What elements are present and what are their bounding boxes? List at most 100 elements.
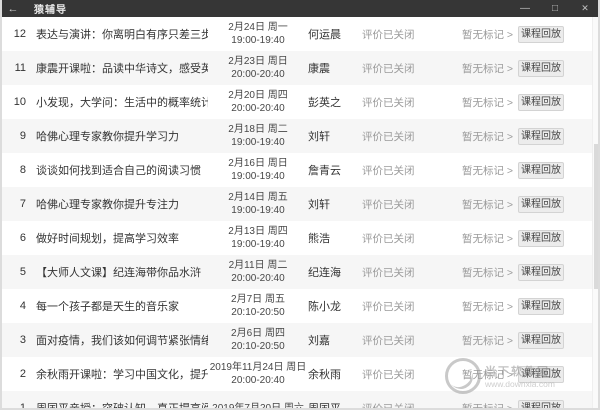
course-title: 做好时间规划，提高学习效率 (36, 233, 179, 245)
back-icon[interactable]: ← (7, 2, 19, 15)
evaluation-status: 评价已关闭 (362, 401, 462, 409)
course-row: 7 哈佛心理专家教你提升专注力 2月14日 周五 19:00-19:40 刘轩 … (2, 187, 594, 221)
course-date: 2月6日 周四 (231, 328, 285, 339)
evaluation-status: 评价已关闭 (362, 130, 415, 143)
scrollbar[interactable] (592, 17, 598, 408)
course-title: 谈谈如何找到适合自己的阅读习惯 (36, 165, 201, 177)
course-number: 2 (19, 368, 26, 380)
course-row: 8 谈谈如何找到适合自己的阅读习惯 2月16日 周日 19:00-19:40 詹… (2, 153, 594, 187)
evaluation-status: 评价已关闭 (362, 96, 415, 109)
course-date: 2月11日 周二 (228, 260, 288, 271)
mark-link[interactable]: 暂无标记 > (462, 334, 514, 347)
course-number: 6 (19, 232, 26, 244)
course-row: 11 康震开课啦：品读中华诗文，感受英雄力量 2月23日 周日 20:00-20… (2, 51, 594, 85)
course-date: 2月13日 周四 (228, 226, 288, 237)
course-date: 2月23日 周日 (228, 56, 288, 67)
course-time: 20:00-20:40 (231, 273, 285, 284)
course-datetime: 2019年7月20日 周六 (208, 402, 308, 409)
teacher-name: 熊浩 (308, 233, 330, 245)
evaluation-status: 评价已关闭 (362, 232, 415, 245)
course-datetime: 2月20日 周四 20:00-20:40 (208, 89, 308, 115)
teacher-name: 康震 (308, 63, 330, 75)
course-datetime: 2月6日 周四 20:10-20:50 (208, 327, 308, 353)
evaluation-status: 评价已关闭 (362, 198, 415, 211)
course-number: 10 (13, 96, 26, 108)
course-title: 哈佛心理专家教你提升专注力 (36, 199, 179, 211)
replay-button[interactable]: 课程回放 (518, 365, 564, 383)
course-time: 19:00-19:40 (231, 239, 285, 250)
evaluation-status: 评价已关闭 (362, 62, 415, 75)
replay-button[interactable]: 课程回放 (518, 127, 564, 145)
teacher-name: 刘轩 (308, 199, 330, 211)
course-number: 7 (19, 198, 26, 210)
course-row: 2 余秋雨开课啦：学习中国文化，提升文学素养 2019年11月24日 周日 20… (2, 357, 594, 391)
teacher-name: 彭英之 (308, 97, 341, 109)
course-title: 小发现，大学问：生活中的概率统计思维 (36, 97, 208, 109)
course-time: 19:00-19:40 (231, 171, 285, 182)
replay-button[interactable]: 课程回放 (518, 331, 564, 349)
teacher-name: 纪连海 (308, 267, 341, 279)
minimize-icon[interactable]: — (520, 3, 530, 14)
teacher-name: 詹青云 (308, 165, 341, 177)
teacher-name: 刘嘉 (308, 335, 330, 347)
mark-link[interactable]: 暂无标记 > (462, 266, 514, 279)
course-title: 哈佛心理专家教你提升学习力 (36, 131, 179, 143)
course-row: 4 每一个孩子都是天生的音乐家 2月7日 周五 20:10-20:50 陈小龙 … (2, 289, 594, 323)
course-datetime: 2019年11月24日 周日 20:00-20:40 (208, 361, 308, 387)
course-date: 2019年7月20日 周六 (212, 402, 304, 409)
course-datetime: 2月14日 周五 19:00-19:40 (208, 191, 308, 217)
course-title: 康震开课啦：品读中华诗文，感受英雄力量 (36, 63, 208, 75)
course-row: 12 表达与演讲：你离明白有序只差三步 2月24日 周一 19:00-19:40… (2, 17, 594, 51)
course-title: 每一个孩子都是天生的音乐家 (36, 301, 179, 313)
close-icon[interactable]: ✕ (581, 3, 589, 13)
course-row: 6 做好时间规划，提高学习效率 2月13日 周四 19:00-19:40 熊浩 … (2, 221, 594, 255)
replay-button[interactable]: 课程回放 (518, 399, 564, 408)
replay-button[interactable]: 课程回放 (518, 297, 564, 315)
mark-link[interactable]: 暂无标记 > (462, 368, 514, 381)
course-title: 表达与演讲：你离明白有序只差三步 (36, 29, 208, 41)
mark-link[interactable]: 暂无标记 > (462, 96, 514, 109)
teacher-name: 余秋雨 (308, 369, 341, 381)
evaluation-status: 评价已关闭 (362, 266, 415, 279)
course-list: 12 表达与演讲：你离明白有序只差三步 2月24日 周一 19:00-19:40… (2, 17, 598, 408)
mark-link[interactable]: 暂无标记 > (462, 300, 514, 313)
replay-button[interactable]: 课程回放 (518, 25, 564, 43)
mark-link[interactable]: 暂无标记 > (462, 28, 514, 41)
evaluation-status: 评价已关闭 (362, 164, 415, 177)
maximize-icon[interactable]: □ (551, 3, 559, 14)
mark-link[interactable]: 暂无标记 > (462, 130, 514, 143)
course-datetime: 2月7日 周五 20:10-20:50 (208, 293, 308, 319)
teacher-name: 刘轩 (308, 131, 330, 143)
course-row: 5 【大师人文课】纪连海带你品水浒 2月11日 周二 20:00-20:40 纪… (2, 255, 594, 289)
course-date: 2月14日 周五 (228, 192, 288, 203)
scrollbar-thumb[interactable] (594, 144, 598, 289)
course-time: 19:00-19:40 (231, 205, 285, 216)
course-datetime: 2月24日 周一 19:00-19:40 (208, 21, 308, 47)
mark-link[interactable]: 暂无标记 > (462, 232, 514, 245)
course-number: 11 (14, 62, 26, 74)
evaluation-status: 评价已关闭 (362, 334, 415, 347)
course-datetime: 2月16日 周日 19:00-19:40 (208, 157, 308, 183)
replay-button[interactable]: 课程回放 (518, 161, 564, 179)
mark-link[interactable]: 暂无标记 > (462, 198, 514, 211)
course-datetime: 2月18日 周二 19:00-19:40 (208, 123, 308, 149)
mark-link[interactable]: 暂无标记 > (462, 164, 514, 177)
mark-link[interactable]: 暂无标记 > (462, 62, 514, 75)
replay-button[interactable]: 课程回放 (518, 195, 564, 213)
replay-button[interactable]: 课程回放 (518, 263, 564, 281)
course-number: 3 (19, 334, 26, 346)
course-row: 10 小发现，大学问：生活中的概率统计思维 2月20日 周四 20:00-20:… (2, 85, 594, 119)
course-time: 20:00-20:40 (231, 375, 285, 386)
course-time: 20:10-20:50 (231, 307, 285, 318)
course-time: 20:00-20:40 (231, 103, 285, 114)
course-number: 9 (19, 130, 26, 142)
evaluation-status: 评价已关闭 (362, 28, 415, 41)
replay-button[interactable]: 课程回放 (518, 59, 564, 77)
course-title: 余秋雨开课啦：学习中国文化，提升文学素养 (36, 369, 208, 381)
mark-link[interactable]: 暂无标记 > (462, 401, 518, 409)
replay-button[interactable]: 课程回放 (518, 93, 564, 111)
course-datetime: 2月11日 周二 20:00-20:40 (208, 259, 308, 285)
replay-button[interactable]: 课程回放 (518, 229, 564, 247)
course-datetime: 2月13日 周四 19:00-19:40 (208, 225, 308, 251)
